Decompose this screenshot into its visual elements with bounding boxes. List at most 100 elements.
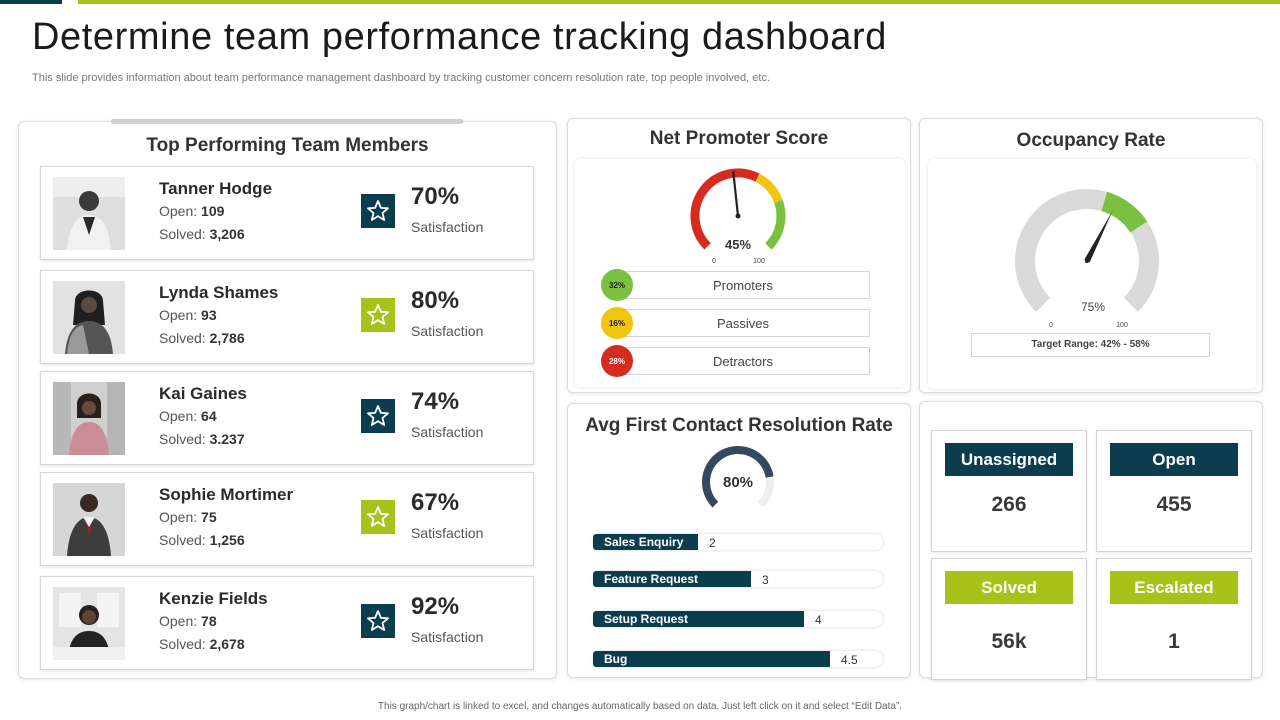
member-card[interactable]: Kai Gaines Open: 64 Solved: 3.237 74% Sa… xyxy=(40,371,534,465)
resolution-rate: 80% xyxy=(723,474,753,491)
footer-note: This graph/chart is linked to excel, and… xyxy=(377,701,903,712)
resolution-ring: 80% xyxy=(702,446,774,508)
member-card[interactable]: Lynda Shames Open: 93 Solved: 2,786 80% … xyxy=(40,270,534,364)
member-photo xyxy=(53,382,125,455)
gauge-max-label: 100 xyxy=(1116,322,1128,329)
gauge-min-label: 0 xyxy=(712,258,716,265)
bar-feature-request: Feature Request xyxy=(593,571,751,587)
ticket-label: Unassigned xyxy=(945,443,1073,476)
bar-sales-enquiry: Sales Enquiry xyxy=(593,534,698,550)
gauge-arc-promoters xyxy=(765,199,786,250)
gauge-needle xyxy=(1084,211,1113,263)
ticket-card-open[interactable]: Open 455 xyxy=(1096,430,1252,552)
gauge-arc-target xyxy=(1101,191,1148,233)
star-icon xyxy=(361,604,395,638)
ticket-label: Solved xyxy=(945,571,1073,604)
member-solved: Solved: 3.237 xyxy=(159,431,245,447)
ticket-label: Open xyxy=(1110,443,1238,476)
page-title: Determine team performance tracking dash… xyxy=(32,16,887,58)
nps-pct-badge: 32% xyxy=(601,269,633,301)
nps-row-detractors: 28% Detractors xyxy=(601,345,870,377)
member-open: Open: 78 xyxy=(159,613,217,629)
satisfaction-value: 74% xyxy=(411,388,460,415)
member-name: Lynda Shames xyxy=(159,283,279,302)
star-icon xyxy=(361,399,395,433)
bar-setup-request: Setup Request xyxy=(593,611,804,627)
bar-value: 4.5 xyxy=(841,653,858,667)
member-card[interactable]: Tanner Hodge Open: 109 Solved: 3,206 70%… xyxy=(40,166,534,260)
ticket-value: 1 xyxy=(1168,630,1180,653)
member-name: Sophie Mortimer xyxy=(159,485,294,504)
nps-title: Net Promoter Score xyxy=(649,128,829,149)
tickets-panel: Unassigned 266 Open 455 Solved 56k Escal… xyxy=(919,401,1263,680)
member-photo xyxy=(53,177,125,250)
nps-row-label: Detractors xyxy=(713,354,773,369)
member-name: Tanner Hodge xyxy=(159,179,273,198)
ticket-card-unassigned[interactable]: Unassigned 266 xyxy=(931,430,1087,552)
nps-gauge: 45% 0 100 xyxy=(690,168,786,265)
team-panel-title: Top Performing Team Members xyxy=(146,135,429,156)
bar-value: 3 xyxy=(762,573,769,587)
nps-pct-badge: 28% xyxy=(601,345,633,377)
page-subtitle: This slide provides information about te… xyxy=(32,72,771,84)
satisfaction-value: 67% xyxy=(411,489,460,516)
member-open: Open: 75 xyxy=(159,509,217,525)
member-open: Open: 93 xyxy=(159,307,217,323)
member-open: Open: 64 xyxy=(159,408,217,424)
satisfaction-value: 92% xyxy=(411,593,460,620)
gauge-hub xyxy=(735,213,741,219)
nps-row-label: Passives xyxy=(716,316,770,331)
star-icon xyxy=(361,194,395,228)
member-photo xyxy=(53,281,125,354)
bar-value: 4 xyxy=(815,613,822,627)
member-solved: Solved: 1,256 xyxy=(159,532,245,548)
gauge-arc-detractors xyxy=(690,168,760,250)
member-card[interactable]: Kenzie Fields Open: 78 Solved: 2,678 92%… xyxy=(40,576,534,670)
occupancy-gauge: 75% 0 100 xyxy=(1015,189,1159,329)
occupancy-title: Occupancy Rate xyxy=(1016,130,1166,151)
member-solved: Solved: 2,678 xyxy=(159,636,245,652)
member-open: Open: 109 xyxy=(159,203,225,219)
ticket-card-solved[interactable]: Solved 56k xyxy=(931,558,1087,680)
resolution-title: Avg First Contact Resolution Rate xyxy=(585,415,893,436)
member-solved: Solved: 3,206 xyxy=(159,226,245,242)
member-card[interactable]: Sophie Mortimer Open: 75 Solved: 1,256 6… xyxy=(40,472,534,566)
bar-value: 2 xyxy=(709,536,716,550)
nps-row-promoters: 32% Promoters xyxy=(601,269,870,301)
gauge-max-label: 100 xyxy=(753,258,765,265)
gauge-hub xyxy=(1085,259,1089,263)
satisfaction-label: Satisfaction xyxy=(411,323,484,339)
gauge-arc-passives xyxy=(755,173,783,204)
top-team-panel: Top Performing Team Members Tanner Hodge… xyxy=(18,119,557,679)
ticket-value: 56k xyxy=(991,630,1027,653)
satisfaction-value: 70% xyxy=(411,183,460,210)
star-icon xyxy=(361,298,395,332)
member-name: Kai Gaines xyxy=(159,384,247,403)
ticket-value: 455 xyxy=(1156,493,1192,516)
member-solved: Solved: 2,786 xyxy=(159,330,245,346)
ring-progress xyxy=(702,446,774,508)
satisfaction-label: Satisfaction xyxy=(411,424,484,440)
satisfaction-label: Satisfaction xyxy=(411,219,484,235)
nps-pct-badge: 16% xyxy=(601,307,633,339)
occupancy-value: 75% xyxy=(1081,300,1105,314)
ticket-label: Escalated xyxy=(1110,571,1238,604)
gauge-arc-track xyxy=(1015,189,1159,312)
satisfaction-label: Satisfaction xyxy=(411,525,484,541)
star-icon xyxy=(361,500,395,534)
member-name: Kenzie Fields xyxy=(159,589,268,608)
ticket-value: 266 xyxy=(991,493,1027,516)
top-accent-dark xyxy=(0,0,62,4)
target-range: Target Range: 42% - 58% xyxy=(971,333,1210,357)
member-photo xyxy=(53,587,125,660)
member-photo xyxy=(53,483,125,556)
nps-row-label: Promoters xyxy=(713,278,773,293)
gauge-needle xyxy=(732,171,740,218)
gauge-min-label: 0 xyxy=(1049,322,1053,329)
bar-bug: Bug xyxy=(593,651,830,667)
ticket-card-escalated[interactable]: Escalated 1 xyxy=(1096,558,1252,680)
satisfaction-label: Satisfaction xyxy=(411,629,484,645)
nps-score: 45% xyxy=(725,237,751,252)
nps-row-passives: 16% Passives xyxy=(601,307,870,339)
panel-handle xyxy=(111,119,463,124)
